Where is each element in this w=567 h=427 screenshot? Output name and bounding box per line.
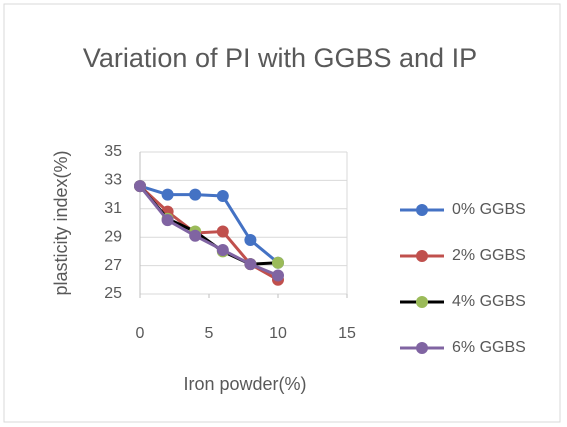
- y-tick-label: 29: [104, 228, 122, 245]
- y-tick-label: 27: [104, 257, 122, 274]
- data-point: [272, 256, 284, 269]
- x-tick-label: 10: [269, 325, 287, 342]
- data-point: [161, 188, 174, 201]
- y-tick-label: 31: [104, 200, 122, 217]
- legend-marker: [416, 342, 428, 354]
- x-tick-label: 5: [205, 325, 214, 342]
- x-axis-label: Iron powder(%): [183, 374, 306, 394]
- legend-label: 0% GGBS: [452, 201, 526, 218]
- y-tick-label: 33: [104, 172, 122, 189]
- data-point: [189, 188, 202, 201]
- legend-marker: [416, 204, 428, 216]
- y-tick-label: 25: [104, 285, 122, 302]
- y-tick-label: 35: [104, 143, 122, 160]
- chart-title: Variation of PI with GGBS and IP: [82, 43, 478, 73]
- data-point: [272, 269, 284, 282]
- data-point: [216, 190, 229, 203]
- data-point: [134, 180, 146, 193]
- data-point: [244, 234, 257, 247]
- y-axis-label: plasticity index(%): [51, 150, 71, 295]
- chart-border: [3, 3, 561, 423]
- legend-label: 2% GGBS: [452, 247, 526, 264]
- data-point: [189, 229, 202, 242]
- data-point: [244, 258, 257, 271]
- x-tick-label: 15: [338, 325, 356, 342]
- legend-marker: [416, 296, 428, 308]
- legend-marker: [416, 250, 428, 262]
- data-point: [161, 214, 174, 227]
- data-point: [216, 225, 229, 238]
- x-tick-label: 0: [136, 325, 145, 342]
- legend-label: 6% GGBS: [452, 339, 526, 356]
- data-point: [216, 243, 229, 256]
- legend-label: 4% GGBS: [452, 293, 526, 310]
